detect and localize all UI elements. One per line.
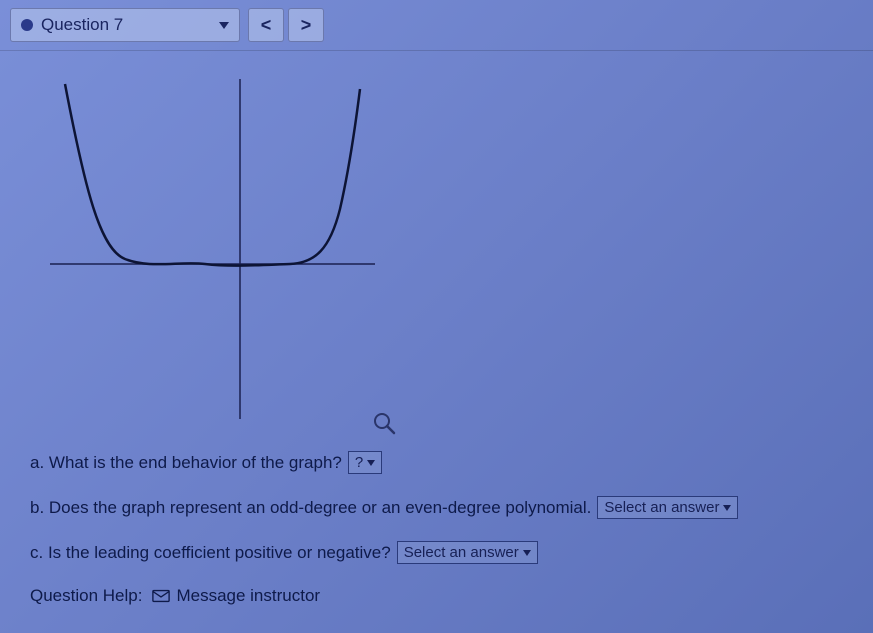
graph-container xyxy=(30,69,390,429)
question-toolbar: Question 7 < > xyxy=(0,0,873,51)
polynomial-graph xyxy=(30,69,390,429)
question-parts: a. What is the end behavior of the graph… xyxy=(30,451,843,606)
zoom-icon[interactable] xyxy=(372,411,396,435)
message-instructor-link[interactable]: Message instructor xyxy=(152,586,320,606)
part-a-select-label: ? xyxy=(355,454,363,471)
help-label: Question Help: xyxy=(30,586,142,606)
chevron-down-icon xyxy=(523,550,531,556)
content-area: a. What is the end behavior of the graph… xyxy=(0,51,873,616)
chevron-right-icon: > xyxy=(301,15,312,36)
mail-icon xyxy=(152,589,170,603)
status-bullet-icon xyxy=(21,19,33,31)
part-c-select-label: Select an answer xyxy=(404,544,519,561)
chevron-down-icon xyxy=(219,22,229,29)
message-instructor-label: Message instructor xyxy=(176,586,320,606)
part-b-select[interactable]: Select an answer xyxy=(597,496,738,519)
chevron-down-icon xyxy=(723,505,731,511)
part-b-select-label: Select an answer xyxy=(604,499,719,516)
part-b-prompt: b. Does the graph represent an odd-degre… xyxy=(30,498,591,518)
help-row: Question Help: Message instructor xyxy=(30,586,843,606)
question-dropdown[interactable]: Question 7 xyxy=(10,8,240,42)
next-question-button[interactable]: > xyxy=(288,8,324,42)
curve xyxy=(65,84,360,266)
question-label: Question 7 xyxy=(41,15,123,35)
part-a-prompt: a. What is the end behavior of the graph… xyxy=(30,453,342,473)
part-a-row: a. What is the end behavior of the graph… xyxy=(30,451,843,474)
part-c-prompt: c. Is the leading coefficient positive o… xyxy=(30,543,391,563)
chevron-down-icon xyxy=(367,460,375,466)
nav-button-group: < > xyxy=(248,8,324,42)
part-a-select[interactable]: ? xyxy=(348,451,382,474)
chevron-left-icon: < xyxy=(261,15,272,36)
part-b-row: b. Does the graph represent an odd-degre… xyxy=(30,496,843,519)
prev-question-button[interactable]: < xyxy=(248,8,284,42)
part-c-select[interactable]: Select an answer xyxy=(397,541,538,564)
part-c-row: c. Is the leading coefficient positive o… xyxy=(30,541,843,564)
